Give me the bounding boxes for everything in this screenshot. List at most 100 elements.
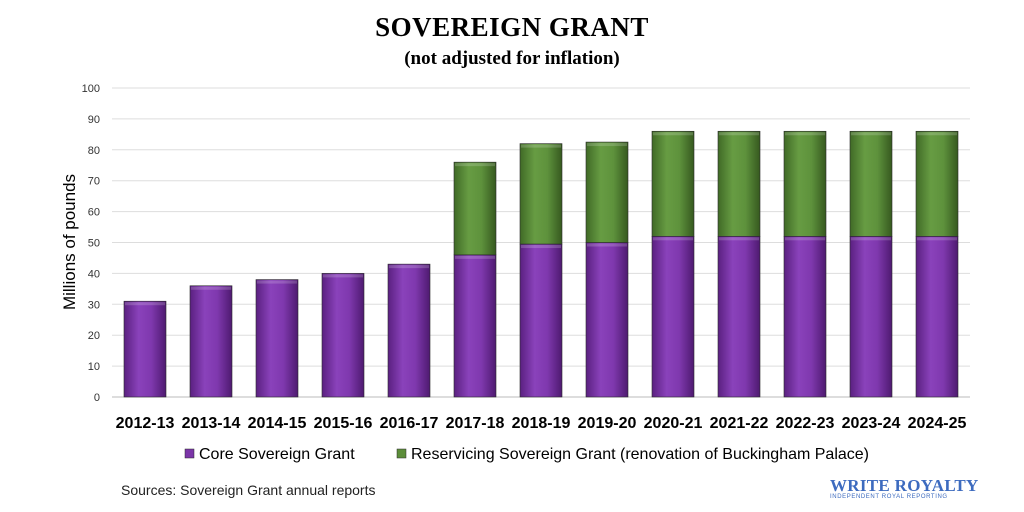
brand-logo: WRITE ROYALTY INDEPENDENT ROYAL REPORTIN… (830, 476, 990, 500)
legend-item: Core Sovereign Grant (184, 446, 355, 463)
bar-highlight (587, 143, 627, 147)
x-tick-label: 2022-23 (776, 415, 835, 432)
bar-segment (783, 130, 827, 237)
bar-segment (717, 236, 761, 398)
legend-item: Reservicing Sovereign Grant (renovation … (396, 446, 869, 463)
bar-segment (453, 254, 497, 398)
bar (585, 141, 629, 243)
bar (849, 236, 893, 398)
bar-highlight (719, 132, 759, 136)
bar (915, 236, 959, 398)
bar-segment (849, 236, 893, 398)
bar (783, 236, 827, 398)
y-tick-label: 100 (82, 83, 100, 95)
y-tick-label: 90 (88, 114, 100, 126)
bar-segment (321, 273, 365, 398)
x-tick-label: 2017-18 (446, 415, 505, 432)
x-tick-label: 2024-25 (908, 415, 967, 432)
bar-highlight (653, 237, 693, 241)
bar-highlight (191, 286, 231, 290)
bar (387, 263, 431, 398)
bar-segment (255, 279, 299, 398)
x-tick-label: 2012-13 (116, 415, 175, 432)
bar-highlight (125, 302, 165, 306)
y-tick-label: 80 (88, 145, 100, 157)
bar (915, 130, 959, 237)
bar (717, 236, 761, 398)
y-axis-ticks: 0 10 20 30 40 50 60 70 80 90 100 (82, 83, 100, 404)
bar (453, 254, 497, 398)
bar-segment (123, 300, 167, 398)
bar-segment (915, 130, 959, 237)
bar-highlight (323, 274, 363, 278)
bar (453, 161, 497, 256)
x-tick-label: 2021-22 (710, 415, 769, 432)
y-tick-label: 70 (88, 176, 100, 188)
bar-highlight (851, 237, 891, 241)
bar-highlight (521, 245, 561, 249)
bar-highlight (785, 132, 825, 136)
bar-highlight (521, 144, 561, 148)
bar-segment (453, 161, 497, 256)
bar (189, 285, 233, 398)
legend-swatch (184, 448, 195, 459)
y-axis-label: Millions of pounds (60, 174, 79, 310)
bar (783, 130, 827, 237)
bars (123, 130, 959, 398)
brand-name: WRITE ROYALTY (830, 476, 979, 495)
source-note: Sources: Sovereign Grant annual reports (121, 482, 376, 498)
bar (717, 130, 761, 237)
bar-segment (387, 263, 431, 398)
bar (321, 273, 365, 398)
x-tick-label: 2018-19 (512, 415, 571, 432)
x-tick-label: 2023-24 (842, 415, 901, 432)
bar-segment (585, 141, 629, 243)
bar (123, 300, 167, 398)
bar-highlight (257, 280, 297, 284)
bar-highlight (917, 237, 957, 241)
legend-label: Reservicing Sovereign Grant (renovation … (411, 446, 869, 463)
bar-highlight (653, 132, 693, 136)
bar (255, 279, 299, 398)
x-tick-label: 2015-16 (314, 415, 373, 432)
bar-segment (519, 143, 563, 245)
y-tick-label: 30 (88, 299, 100, 311)
brand-tagline: INDEPENDENT ROYAL REPORTING (830, 494, 948, 500)
bar-segment (915, 236, 959, 398)
bar-highlight (785, 237, 825, 241)
y-tick-label: 40 (88, 268, 100, 280)
legend-label: Core Sovereign Grant (199, 446, 355, 463)
bar-segment (651, 236, 695, 398)
bar-highlight (587, 243, 627, 247)
chart-title: SOVEREIGN GRANT (375, 12, 649, 42)
bar (849, 130, 893, 237)
x-tick-label: 2013-14 (182, 415, 241, 432)
bar-segment (783, 236, 827, 398)
bar-highlight (455, 163, 495, 167)
chart-subtitle: (not adjusted for inflation) (404, 48, 620, 69)
bar-segment (585, 242, 629, 398)
bar (585, 242, 629, 398)
bar (519, 143, 563, 245)
bar-highlight (389, 265, 429, 269)
y-tick-label: 60 (88, 207, 100, 219)
bar-segment (519, 243, 563, 398)
bar (519, 243, 563, 398)
x-tick-label: 2016-17 (380, 415, 439, 432)
x-tick-label: 2020-21 (644, 415, 703, 432)
legend-swatch (396, 448, 407, 459)
bar (651, 130, 695, 237)
x-axis-ticks: 2012-13 2013-14 2014-15 2015-16 2016-17 2017-… (116, 415, 967, 432)
y-tick-label: 10 (88, 361, 100, 373)
bar-highlight (917, 132, 957, 136)
y-tick-label: 0 (94, 392, 100, 404)
y-tick-label: 20 (88, 330, 100, 342)
bar-highlight (719, 237, 759, 241)
x-tick-label: 2014-15 (248, 415, 307, 432)
y-tick-label: 50 (88, 238, 100, 250)
bar-segment (189, 285, 233, 398)
bar-segment (849, 130, 893, 237)
bar (651, 236, 695, 398)
